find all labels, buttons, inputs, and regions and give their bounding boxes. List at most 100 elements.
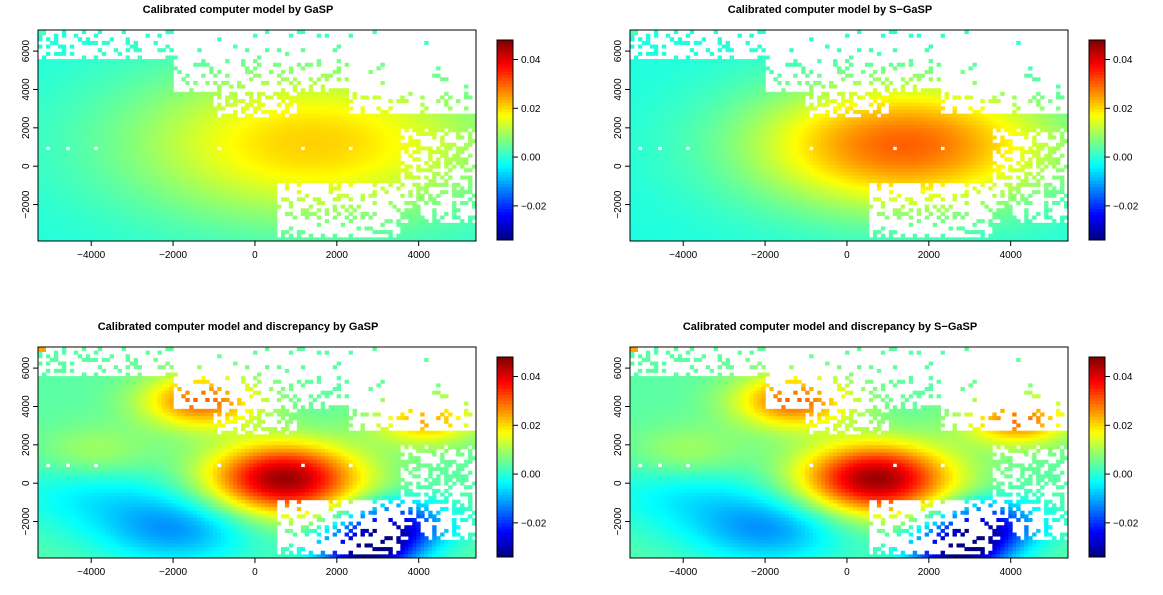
heatmap-cell [352, 117, 357, 122]
heatmap-cell [109, 142, 115, 147]
heatmap-cell [249, 70, 254, 75]
heatmap-cell [241, 139, 246, 144]
heatmap-cell [149, 80, 154, 85]
heatmap-cell [456, 131, 461, 136]
heatmap-cell [121, 30, 126, 35]
heatmap-cell [57, 77, 63, 82]
heatmap-cell [316, 197, 322, 202]
heatmap-cell [284, 128, 290, 133]
heatmap-cell [368, 117, 373, 122]
heatmap-cell [428, 233, 433, 238]
heatmap-cell [336, 193, 342, 198]
heatmap-cell [69, 230, 75, 235]
heatmap-cell [432, 219, 437, 224]
heatmap-cell [57, 215, 63, 220]
heatmap-cell [312, 211, 318, 216]
heatmap-cell [65, 204, 71, 209]
heatmap-cell [193, 157, 198, 162]
heatmap-cell [133, 95, 138, 100]
heatmap-cell [669, 237, 675, 242]
heatmap-cell [669, 153, 675, 158]
heatmap-cell [65, 222, 71, 227]
heatmap-cell [448, 120, 453, 125]
heatmap-cell [161, 113, 166, 118]
heatmap-cell [97, 102, 103, 107]
heatmap-cell [276, 95, 282, 100]
heatmap-cell [308, 157, 314, 162]
heatmap-cell [205, 124, 210, 129]
heatmap-cell [460, 230, 465, 235]
heatmap-cell [364, 153, 369, 158]
heatmap-cell [85, 84, 91, 89]
heatmap-cell [81, 131, 87, 136]
heatmap-cell [637, 215, 643, 220]
heatmap-cell [153, 139, 158, 144]
heatmap-cell [649, 175, 655, 180]
heatmap-cell [189, 222, 194, 227]
heatmap-cell [653, 146, 659, 151]
heatmap-cell [137, 233, 142, 238]
heatmap-cell [241, 135, 246, 140]
heatmap-cell [45, 51, 51, 56]
heatmap-cell [57, 175, 63, 180]
heatmap-cell [284, 110, 290, 115]
heatmap-cell [149, 157, 154, 162]
heatmap-cell [376, 237, 381, 242]
heatmap-cell [225, 131, 230, 136]
heatmap-cell [237, 117, 242, 122]
heatmap-cell [141, 208, 146, 213]
heatmap-cell [264, 117, 270, 122]
heatmap-cell [81, 70, 87, 75]
heatmap-cell [38, 66, 43, 71]
heatmap-cell [308, 84, 314, 89]
colorbar-frame [496, 39, 514, 241]
heatmap-cell [665, 186, 671, 191]
colorbar-segment [497, 118, 513, 122]
heatmap-cell [288, 211, 294, 216]
heatmap-cell [57, 113, 63, 118]
heatmap-cell [221, 146, 226, 151]
colorbar-segment [497, 211, 513, 216]
heatmap-cell [133, 219, 138, 224]
heatmap-cell [633, 110, 639, 115]
heatmap-cell [53, 139, 59, 144]
heatmap-cell [38, 164, 43, 169]
colorbar-segment [497, 224, 513, 228]
heatmap-cell [340, 117, 345, 122]
heatmap-cell [404, 230, 409, 235]
heatmap-cell [157, 193, 162, 198]
heatmap-cell [153, 171, 158, 176]
heatmap-cell [85, 120, 91, 125]
heatmap-cell [300, 102, 306, 107]
heatmap-cell [221, 168, 226, 173]
heatmap-cell [308, 106, 314, 111]
heatmap-cell [157, 219, 162, 224]
heatmap-cell [296, 91, 302, 96]
heatmap-cell [665, 211, 671, 216]
heatmap-cell [121, 113, 126, 118]
heatmap-cell [249, 77, 254, 82]
heatmap-cell [324, 160, 330, 166]
heatmap-cell [69, 219, 75, 224]
heatmap-cell [93, 164, 99, 169]
heatmap-cell [444, 230, 449, 235]
heatmap-cell [153, 208, 158, 213]
heatmap-cell [468, 168, 473, 173]
heatmap-cell [472, 222, 477, 227]
heatmap-cell [360, 168, 365, 173]
colorbar-segment [497, 196, 513, 200]
heatmap-cell [452, 204, 457, 209]
heatmap-cell [141, 226, 146, 231]
heatmap-cell [673, 59, 679, 64]
heatmap-cell [141, 77, 146, 82]
heatmap-cell [49, 62, 55, 67]
heatmap-cell [237, 160, 242, 166]
heatmap-cell [173, 197, 178, 202]
heatmap-cell [396, 124, 401, 129]
heatmap-cell [304, 135, 310, 140]
heatmap-cell [113, 222, 119, 227]
heatmap-cell [93, 33, 99, 38]
heatmap-cell [213, 222, 218, 227]
heatmap-cell [653, 157, 659, 162]
heatmap-cell [49, 99, 55, 104]
